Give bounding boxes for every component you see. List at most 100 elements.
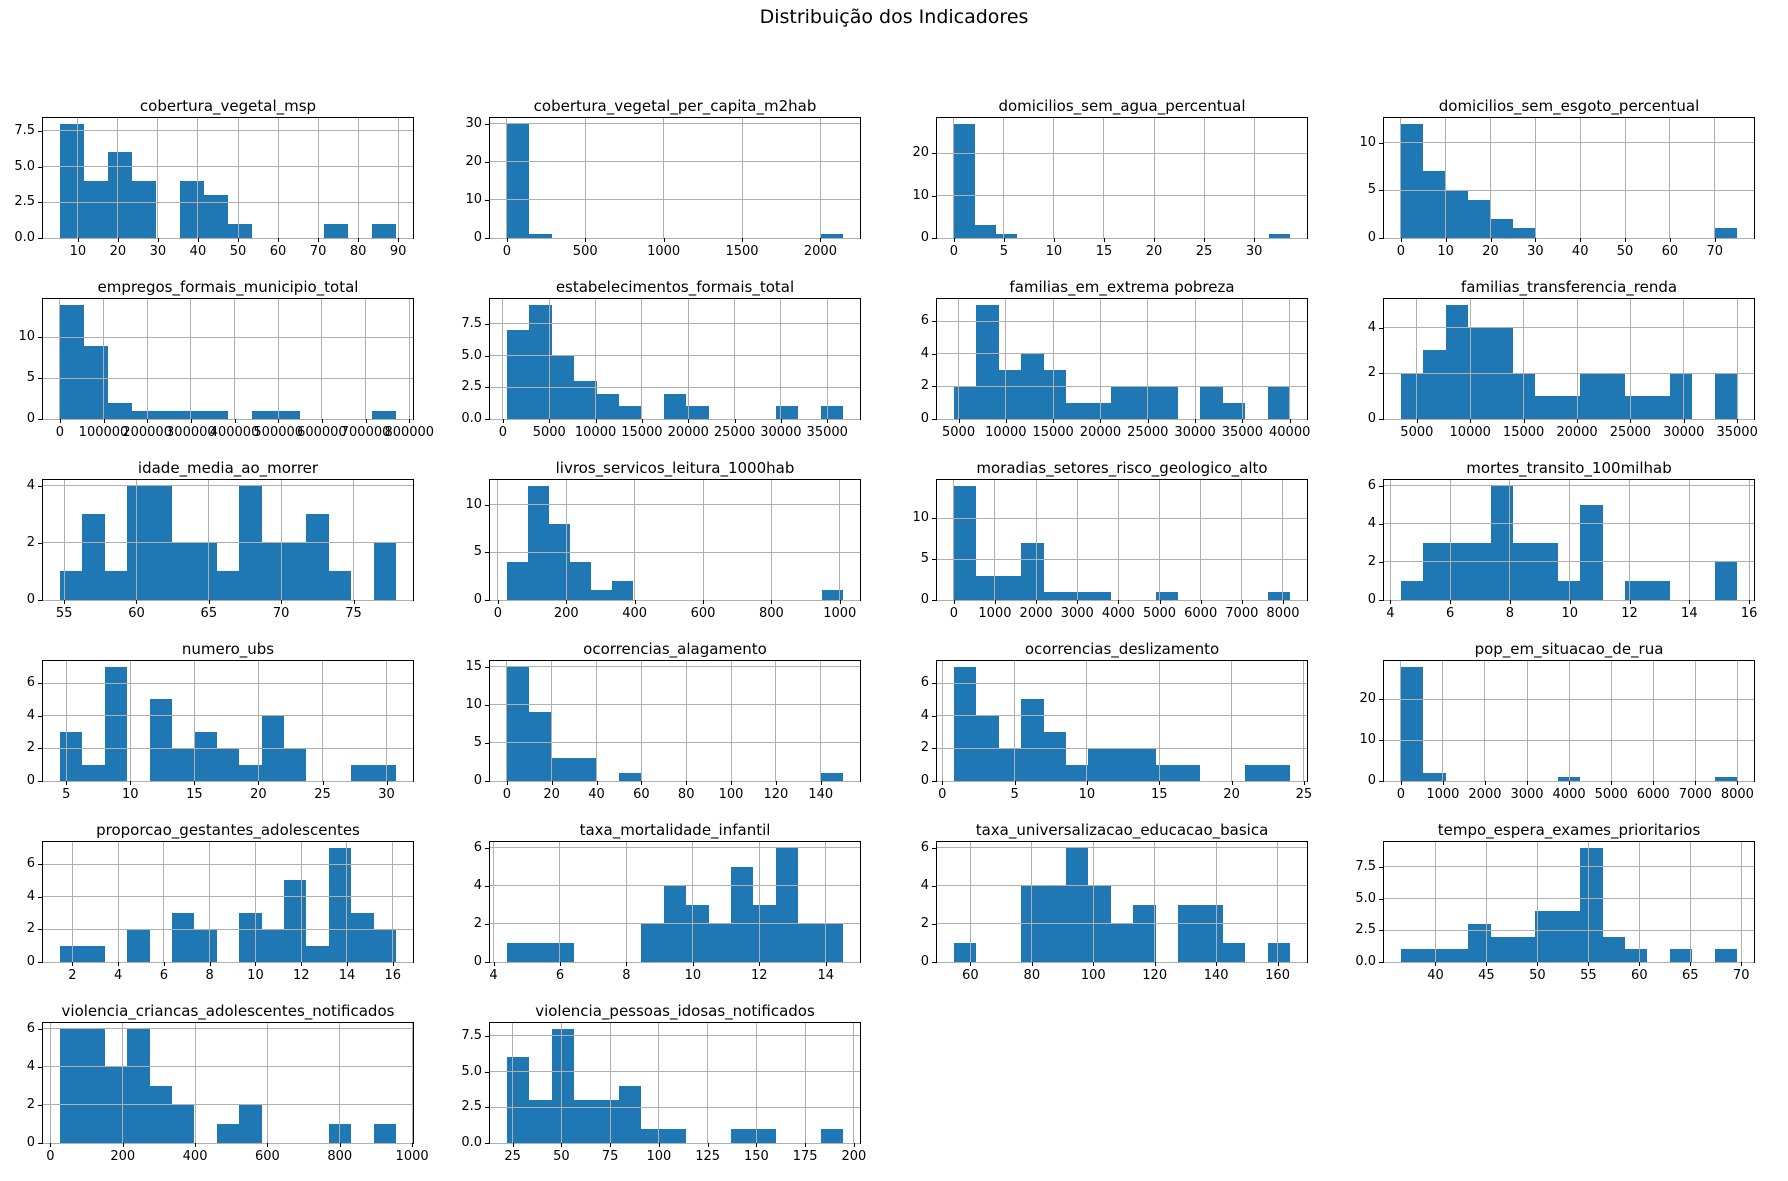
histogram-bar [527,485,549,600]
grid-line [937,923,1307,925]
y-tick-label: 2 [473,915,482,931]
x-tick-label: 30000 [1663,425,1705,440]
histogram-bar [127,929,150,962]
chart-title: violencia_criancas_adolescentes_notifica… [61,1002,395,1020]
chart-title: idade_media_ao_morrer [137,459,319,477]
grid-line [1624,118,1626,238]
x-tick-mark [301,962,303,966]
y-tick-label: 5.0 [1355,890,1376,906]
histogram-bar [82,1028,105,1143]
histogram-bar [1490,218,1513,238]
histogram-bar [506,123,530,238]
histogram-bar [1110,748,1134,781]
y-tick-label: 10 [1359,134,1376,150]
x-tick-label: 0 [1396,787,1405,802]
x-tick-mark [1093,962,1095,966]
x-tick-mark [322,781,324,785]
x-tick-label: 70 [1706,244,1724,259]
x-tick-label: 80 [349,244,367,259]
grid-line [1384,780,1754,782]
histogram-bar [1468,542,1491,600]
y-tick-label: 4 [26,707,35,723]
grid-line [1587,842,1589,962]
y-tick-label: 0 [920,411,929,426]
grid-line [1003,118,1005,238]
chart-title: livros_servicos_leitura_1000hab [555,459,795,477]
grid-line [129,661,131,781]
grid-line [1005,299,1007,419]
grid-line [43,485,413,487]
x-tick-label: 800000 [384,425,435,440]
histogram-bar [641,1128,664,1143]
histogram-bar [306,945,329,962]
grid-line [257,661,259,781]
histogram-numero_ubs: numero_ubs 5 10 15 20 25 30 0 2 4 6 [27,640,414,802]
grid-line [1384,372,1754,374]
grid-line [707,1023,709,1143]
y-tick-label: 2 [26,534,35,550]
y-tick-mark [1379,485,1383,487]
grid-line [1669,118,1671,238]
x-tick-label: 25 [314,787,331,802]
grid-line [1384,929,1754,931]
grid-line [1416,299,1418,419]
y-tick-label: 4 [26,888,35,904]
grid-line [1384,599,1754,601]
x-tick-mark [278,419,280,423]
x-tick-mark [853,1143,855,1147]
grid-line [1053,118,1055,238]
histogram-bar [1423,949,1446,962]
y-tick-mark [932,238,936,239]
x-tick-label: 8000 [1266,606,1300,621]
y-tick-label: 6 [920,675,929,691]
histogram-bar [820,773,844,781]
histogram-bar [373,929,397,962]
grid-line [490,551,860,553]
grid-line [300,842,302,962]
y-tick-label: 7.5 [461,315,482,331]
x-tick-label: 400 [182,1149,208,1164]
grid-line [937,747,1307,749]
chart-title: ocorrencias_alagamento [583,640,767,658]
histogram-bar [529,304,552,419]
y-tick-mark [485,600,489,601]
histogram-bar [1625,580,1648,600]
y-tick-mark [932,386,936,388]
x-tick-mark [497,600,499,604]
y-tick-mark [485,161,489,163]
histogram-livros_servicos_leitura_1000hab: livros_servicos_leitura_1000hab 0 200 400 60… [465,459,861,621]
grid-line [71,842,73,962]
x-tick-mark [238,238,239,242]
histogram-bar [261,929,285,962]
x-tick-label: 5000 [1594,787,1628,802]
grid-line [43,1028,413,1030]
y-tick-mark [485,199,489,201]
grid-line [209,842,211,962]
x-tick-label: 20 [1223,787,1240,802]
histogram-bar [372,223,397,238]
histogram-bar [107,402,132,419]
histogram-taxa_universalizacao_educacao_basica: taxa_universalizacao_educacao_basica 60 80… [921,821,1308,983]
x-tick-label: 35000 [1221,425,1264,440]
y-tick-mark [932,195,936,197]
x-tick-mark [267,1143,269,1147]
x-tick-mark [209,962,211,966]
histogram-bar [276,410,301,419]
histogram-bar [1423,772,1446,781]
grid-line [1282,480,1284,600]
histogram-bar [1423,542,1446,600]
x-tick-mark [641,419,643,423]
x-tick-mark [634,600,636,604]
histogram-bar [83,180,108,238]
x-tick-mark [1216,962,1218,966]
x-tick-mark [1611,781,1613,785]
x-tick-label: 15000 [621,425,663,440]
y-tick-label: 0 [26,592,35,607]
grid-line [339,1023,341,1143]
grid-line [234,299,236,419]
grid-line [1289,299,1291,419]
x-tick-label: 0 [55,425,64,440]
y-tick-label: 5.0 [461,1063,482,1079]
histogram-bar [59,1028,83,1143]
grid-line [634,480,636,600]
